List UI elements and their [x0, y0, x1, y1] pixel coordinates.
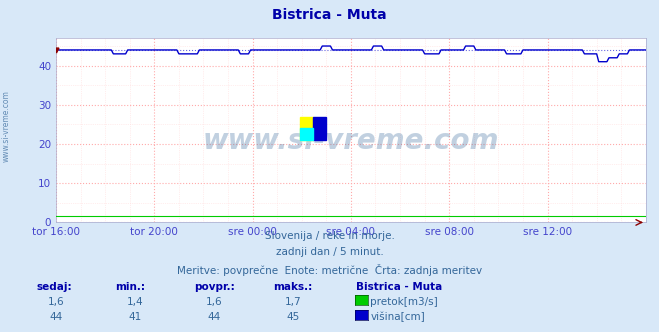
Text: maks.:: maks.: — [273, 282, 313, 292]
Bar — [300, 118, 312, 139]
Text: Bistrica - Muta: Bistrica - Muta — [272, 8, 387, 22]
Text: 1,6: 1,6 — [47, 297, 65, 307]
Text: Meritve: povprečne  Enote: metrične  Črta: zadnja meritev: Meritve: povprečne Enote: metrične Črta:… — [177, 264, 482, 276]
Text: www.si-vreme.com: www.si-vreme.com — [203, 127, 499, 155]
Text: 1,6: 1,6 — [206, 297, 223, 307]
Text: www.si-vreme.com: www.si-vreme.com — [2, 90, 11, 162]
Text: višina[cm]: višina[cm] — [370, 312, 425, 322]
Text: Bistrica - Muta: Bistrica - Muta — [356, 282, 442, 292]
Text: 1,7: 1,7 — [285, 297, 302, 307]
Text: 44: 44 — [208, 312, 221, 322]
Text: 41: 41 — [129, 312, 142, 322]
Text: sedaj:: sedaj: — [36, 282, 72, 292]
Text: Slovenija / reke in morje.: Slovenija / reke in morje. — [264, 231, 395, 241]
Text: zadnji dan / 5 minut.: zadnji dan / 5 minut. — [275, 247, 384, 257]
Bar — [300, 128, 312, 139]
Bar — [312, 118, 326, 139]
Text: pretok[m3/s]: pretok[m3/s] — [370, 297, 438, 307]
Text: povpr.:: povpr.: — [194, 282, 235, 292]
Text: min.:: min.: — [115, 282, 146, 292]
Text: 45: 45 — [287, 312, 300, 322]
Text: 1,4: 1,4 — [127, 297, 144, 307]
Text: 44: 44 — [49, 312, 63, 322]
